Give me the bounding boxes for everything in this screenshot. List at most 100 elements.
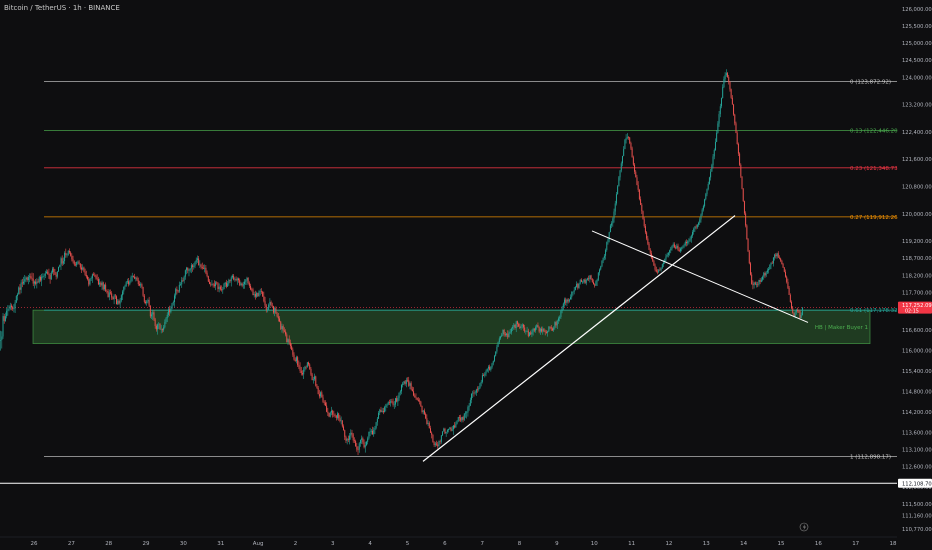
candle-body <box>711 165 713 172</box>
candle-body <box>328 412 330 417</box>
fib-level-label: 0.13 (122,446.20) <box>850 128 900 134</box>
candle-body <box>315 376 317 386</box>
candle-body <box>189 268 191 271</box>
time-tick-label: 5 <box>406 541 410 547</box>
candle-body <box>282 326 284 331</box>
candle-body <box>693 228 695 232</box>
candle-body <box>13 308 15 310</box>
candle-body <box>514 324 516 328</box>
candle-body <box>508 332 510 338</box>
candle-body <box>312 379 314 381</box>
candle-body <box>61 258 63 264</box>
candle-body <box>614 203 616 212</box>
candle-body <box>747 239 749 252</box>
candle-body <box>404 381 406 384</box>
candle-body <box>388 402 390 403</box>
candle-body <box>631 148 633 158</box>
zone-label: HB | Maker Buyer 1 <box>815 325 868 331</box>
candle-body <box>669 250 671 253</box>
candle-body <box>58 266 60 272</box>
ascending-trendline[interactable] <box>422 215 736 462</box>
candle-body <box>760 279 762 282</box>
candle-body <box>659 269 661 271</box>
price-tick-label: 124,500.00 <box>902 58 932 64</box>
candle-body <box>218 286 220 290</box>
candle-body <box>586 278 588 280</box>
price-scale[interactable] <box>898 0 932 550</box>
candle-body <box>148 300 150 306</box>
candle-body <box>26 277 28 281</box>
time-tick-label: 13 <box>703 541 710 547</box>
candle-body <box>403 381 405 384</box>
candle-body <box>215 282 217 287</box>
candle-body <box>391 401 393 402</box>
candle-body <box>746 225 748 240</box>
candle-body <box>487 366 489 369</box>
candle-body <box>451 429 453 431</box>
candle-body <box>102 282 104 290</box>
candle-body <box>1 336 3 341</box>
candle-body <box>472 392 474 394</box>
candle-body <box>520 325 522 328</box>
candle-body <box>347 438 349 440</box>
candle-body <box>135 277 137 279</box>
candle-body <box>194 262 196 266</box>
candle-body <box>434 443 436 446</box>
candle-body <box>317 387 319 395</box>
candle-body <box>582 281 584 283</box>
lightning-icon[interactable] <box>799 522 809 532</box>
price-tick-label: 111,500.00 <box>902 502 932 508</box>
candle-body <box>551 328 553 331</box>
candle-body <box>362 438 364 443</box>
candle-body <box>794 311 796 317</box>
candle-body <box>710 171 712 178</box>
candle-body <box>66 254 68 256</box>
candle-body <box>516 321 518 325</box>
candle-body <box>717 123 719 133</box>
candle-body <box>786 276 788 282</box>
candle-body <box>311 374 313 381</box>
candle-body <box>571 291 573 298</box>
candle-body <box>718 114 720 124</box>
candle-body <box>588 278 590 280</box>
candle-body <box>772 257 774 264</box>
candle-body <box>595 281 597 286</box>
candle-body <box>17 294 18 297</box>
candle-body <box>44 273 46 276</box>
candle-body <box>361 438 363 440</box>
candle-body <box>497 342 499 347</box>
candle-body <box>3 316 5 322</box>
candle-body <box>681 247 683 249</box>
candle-body <box>149 305 151 317</box>
candle-body <box>467 407 469 413</box>
candle-body <box>671 246 673 249</box>
candle-body <box>615 194 617 204</box>
descending-trendline[interactable] <box>591 230 809 323</box>
candle-body <box>359 439 361 444</box>
candle-body <box>167 309 169 315</box>
time-tick-label: 15 <box>778 541 785 547</box>
candle-body <box>594 284 596 286</box>
candle-body <box>612 218 614 224</box>
candle-body <box>557 318 559 321</box>
candle-body <box>661 264 663 268</box>
candle-body <box>364 444 366 448</box>
candle-body <box>169 309 171 313</box>
candle-body <box>758 280 760 285</box>
candle-body <box>126 281 128 283</box>
candle-body <box>170 308 172 313</box>
candle-body <box>132 275 134 277</box>
candle-body <box>446 430 448 432</box>
time-tick-label: 30 <box>180 541 187 547</box>
candle-body <box>727 73 729 77</box>
candle-body <box>436 443 438 445</box>
candle-body <box>123 286 125 292</box>
candle-body <box>271 305 273 307</box>
candle-body <box>692 231 693 236</box>
candle-body <box>256 292 258 297</box>
price-tick-label: 113,100.00 <box>902 447 932 453</box>
candle-body <box>733 104 735 115</box>
candle-body <box>785 271 786 277</box>
